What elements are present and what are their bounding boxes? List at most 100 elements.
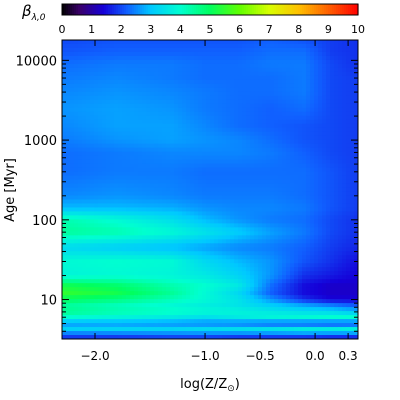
heatmap-cell bbox=[310, 163, 315, 169]
heatmap-cell bbox=[270, 287, 275, 292]
heatmap-cell bbox=[294, 175, 299, 181]
heatmap-cell bbox=[238, 123, 243, 129]
heatmap-cell bbox=[330, 187, 335, 192]
heatmap-cell bbox=[250, 43, 255, 49]
heatmap-cell bbox=[250, 243, 255, 248]
heatmap-cell bbox=[258, 143, 263, 149]
heatmap-cell bbox=[182, 183, 187, 189]
heatmap-cell bbox=[70, 291, 75, 296]
heatmap-cell bbox=[138, 103, 143, 109]
heatmap-cell bbox=[106, 159, 111, 165]
heatmap-cell bbox=[194, 251, 199, 256]
heatmap-cell bbox=[170, 163, 175, 169]
heatmap-cell bbox=[190, 231, 195, 236]
heatmap-cell bbox=[174, 215, 179, 220]
heatmap-cell bbox=[242, 287, 247, 292]
heatmap-cell bbox=[206, 267, 211, 272]
heatmap-cell bbox=[270, 159, 275, 165]
heatmap-cell bbox=[258, 95, 263, 101]
heatmap-cell bbox=[82, 143, 87, 149]
heatmap-cell bbox=[222, 43, 227, 49]
heatmap-cell bbox=[134, 163, 139, 169]
heatmap-cell bbox=[82, 203, 87, 208]
heatmap-cell bbox=[66, 263, 71, 268]
heatmap-cell bbox=[198, 195, 203, 200]
heatmap-cell bbox=[126, 151, 131, 157]
heatmap-cell bbox=[270, 131, 275, 137]
heatmap-cell bbox=[282, 227, 287, 232]
heatmap-cell bbox=[254, 123, 259, 129]
heatmap-cell bbox=[174, 55, 179, 61]
heatmap-cell bbox=[326, 255, 331, 260]
heatmap-cell bbox=[130, 107, 135, 113]
heatmap-cell bbox=[230, 123, 235, 129]
heatmap-cell bbox=[190, 139, 195, 145]
heatmap-cell bbox=[154, 67, 159, 73]
heatmap-cell bbox=[106, 127, 111, 133]
heatmap-cell bbox=[154, 43, 159, 49]
heatmap-cell bbox=[338, 235, 343, 240]
heatmap-cell bbox=[342, 167, 347, 173]
heatmap-cell bbox=[322, 95, 327, 101]
heatmap-cell bbox=[178, 195, 183, 200]
heatmap-cell bbox=[262, 43, 267, 49]
heatmap-cell bbox=[190, 295, 195, 300]
heatmap-cell bbox=[242, 195, 247, 200]
heatmap-cell bbox=[238, 175, 243, 181]
heatmap-cell bbox=[134, 159, 139, 165]
heatmap-cell bbox=[190, 287, 195, 292]
heatmap-cell bbox=[154, 87, 159, 93]
heatmap-cell bbox=[182, 223, 187, 228]
heatmap-cell bbox=[218, 195, 223, 200]
heatmap-cell bbox=[206, 263, 211, 268]
heatmap-cell bbox=[150, 147, 155, 153]
heatmap-cell bbox=[342, 195, 347, 200]
heatmap-cell bbox=[226, 287, 231, 292]
heatmap-cell bbox=[282, 219, 287, 224]
heatmap-cell bbox=[98, 83, 103, 89]
heatmap-cell bbox=[338, 171, 343, 177]
heatmap-cell bbox=[298, 147, 303, 153]
heatmap-cell bbox=[82, 43, 87, 49]
heatmap-cell bbox=[338, 175, 343, 181]
heatmap-cell bbox=[102, 275, 107, 280]
heatmap-cell bbox=[118, 119, 123, 125]
heatmap-cell bbox=[314, 231, 319, 236]
heatmap-cell bbox=[230, 99, 235, 105]
heatmap-cell bbox=[334, 199, 339, 204]
heatmap-cell bbox=[154, 167, 159, 173]
heatmap-cell bbox=[86, 111, 91, 117]
heatmap-cell bbox=[78, 115, 83, 121]
heatmap-cell bbox=[334, 223, 339, 228]
heatmap-cell bbox=[94, 175, 99, 181]
heatmap-cell bbox=[142, 291, 147, 296]
heatmap-cell bbox=[258, 227, 263, 232]
heatmap-cell bbox=[318, 103, 323, 109]
heatmap-cell bbox=[122, 223, 127, 228]
heatmap-cell bbox=[290, 91, 295, 97]
heatmap-cell bbox=[326, 151, 331, 157]
heatmap-cell bbox=[290, 267, 295, 272]
heatmap-cell bbox=[238, 139, 243, 145]
heatmap-cell bbox=[234, 235, 239, 240]
heatmap-cell bbox=[254, 83, 259, 89]
heatmap-cell bbox=[122, 63, 127, 69]
heatmap-cell bbox=[142, 271, 147, 276]
heatmap-cell bbox=[118, 295, 123, 300]
heatmap-cell bbox=[110, 187, 115, 192]
heatmap-cell bbox=[294, 139, 299, 145]
heatmap-cell bbox=[178, 239, 183, 244]
heatmap-cell bbox=[94, 115, 99, 121]
heatmap-cell bbox=[82, 79, 87, 85]
heatmap-cell bbox=[334, 135, 339, 141]
heatmap-cell bbox=[342, 239, 347, 244]
heatmap-cell bbox=[318, 75, 323, 81]
heatmap-cell bbox=[246, 131, 251, 137]
heatmap-cell bbox=[334, 95, 339, 101]
heatmap-cell bbox=[150, 235, 155, 240]
heatmap-cell bbox=[234, 55, 239, 61]
heatmap-cell bbox=[174, 179, 179, 185]
heatmap-cell bbox=[222, 59, 227, 65]
heatmap-cell bbox=[102, 71, 107, 77]
heatmap-cell bbox=[150, 239, 155, 244]
